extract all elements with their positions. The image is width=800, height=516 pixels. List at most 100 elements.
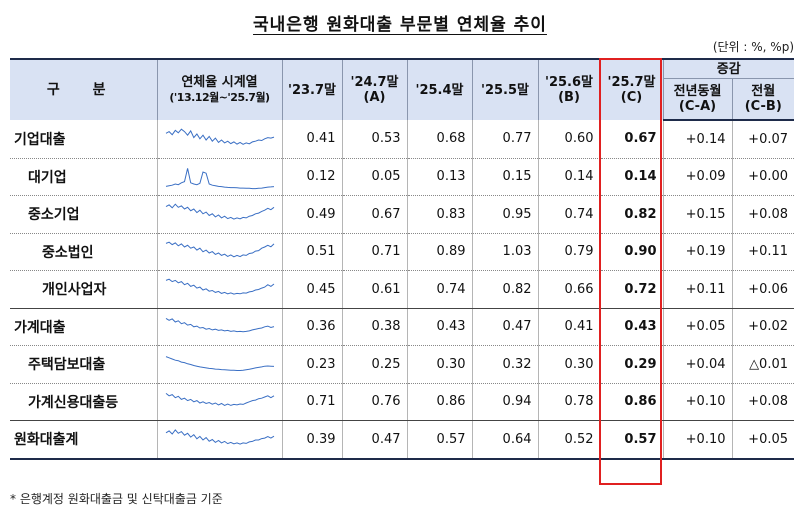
sparkline-svg	[165, 278, 274, 295]
table-row: 가계신용대출등 0.71 0.76 0.86 0.94 0.78 0.86 +0.10 +0.0…	[10, 383, 795, 421]
sparkline-line	[165, 241, 274, 258]
mom-change-cell: +0.07	[731, 120, 795, 159]
value-cell: 0.79	[537, 233, 601, 271]
delinquency-table: 구 분 연체율 시계열 ('13.12월~'25.7월) '23.7말 '24.…	[10, 58, 795, 460]
value-cell: 0.77	[471, 120, 539, 159]
header-col-2507: '25.7말 (C)	[599, 58, 664, 120]
mom-change-cell: +0.08	[731, 383, 795, 421]
sparkline-svg	[165, 128, 274, 145]
value-cell: 0.82	[471, 270, 539, 309]
value-cell: 0.57	[599, 420, 664, 460]
table-row: 개인사업자 0.45 0.61 0.74 0.82 0.66 0.72 +0.11 +0.06	[10, 270, 795, 309]
header-col-2407: '24.7말 (A)	[341, 58, 408, 120]
trend-sparkline	[156, 345, 283, 384]
table-row: 중소법인 0.51 0.71 0.89 1.03 0.79 0.90 +0.19 +0.11	[10, 233, 795, 271]
value-cell: 0.67	[341, 195, 408, 234]
header-col-2504: '25.4말	[406, 58, 473, 120]
mom-change-cell: +0.06	[731, 270, 795, 309]
table-row: 기업대출 0.41 0.53 0.68 0.77 0.60 0.67 +0.14 +0.07	[10, 120, 795, 159]
sparkline-line	[165, 429, 274, 445]
trend-sparkline	[156, 383, 283, 421]
trend-sparkline	[156, 195, 283, 234]
header-col-2307: '23.7말	[281, 58, 343, 120]
value-cell: 0.14	[599, 158, 664, 196]
sparkline-line	[165, 317, 274, 333]
value-cell: 0.67	[599, 120, 664, 159]
header-mom: 전월 (C-B)	[731, 78, 795, 121]
value-cell: 0.86	[599, 383, 664, 421]
value-cell: 0.15	[471, 158, 539, 196]
value-cell: 0.05	[341, 158, 408, 196]
value-cell: 0.83	[406, 195, 473, 234]
value-cell: 0.25	[341, 345, 408, 384]
value-cell: 0.38	[341, 308, 408, 346]
value-cell: 0.41	[281, 120, 343, 159]
value-cell: 0.43	[599, 308, 664, 346]
value-cell: 0.30	[537, 345, 601, 384]
header-change: 증감	[662, 58, 795, 79]
sparkline-line	[165, 392, 274, 406]
value-cell: 0.78	[537, 383, 601, 421]
yoy-change-cell: +0.10	[662, 420, 733, 460]
sparkline-line	[165, 356, 274, 372]
value-cell: 0.60	[537, 120, 601, 159]
sparkline-line	[165, 168, 274, 189]
value-cell: 0.14	[537, 158, 601, 196]
yoy-change-cell: +0.04	[662, 345, 733, 384]
header-category: 구 분	[10, 58, 158, 120]
sparkline-line	[165, 203, 274, 220]
row-label: 원화대출계	[10, 420, 158, 460]
header-yoy: 전년동월 (C-A)	[662, 78, 733, 121]
value-cell: 0.49	[281, 195, 343, 234]
table-row: 대기업 0.12 0.05 0.13 0.15 0.14 0.14 +0.09 +0.00	[10, 158, 795, 196]
header-series: 연체율 시계열 ('13.12월~'25.7월)	[156, 58, 283, 120]
row-label: 개인사업자	[10, 270, 158, 309]
sparkline-svg	[165, 168, 274, 189]
value-cell: 0.66	[537, 270, 601, 309]
sparkline-svg	[165, 241, 274, 258]
mom-change-cell: +0.05	[731, 420, 795, 460]
sparkline-svg	[165, 317, 274, 333]
sparkline-svg	[165, 356, 274, 372]
mom-change-cell: +0.02	[731, 308, 795, 346]
yoy-change-cell: +0.09	[662, 158, 733, 196]
value-cell: 0.47	[471, 308, 539, 346]
value-cell: 0.53	[341, 120, 408, 159]
value-cell: 0.57	[406, 420, 473, 460]
value-cell: 0.86	[406, 383, 473, 421]
sparkline-line	[165, 128, 274, 145]
yoy-change-cell: +0.05	[662, 308, 733, 346]
row-label: 중소법인	[10, 233, 158, 271]
value-cell: 0.72	[599, 270, 664, 309]
sparkline-svg	[165, 429, 274, 445]
value-cell: 0.32	[471, 345, 539, 384]
trend-sparkline	[156, 270, 283, 309]
header-col-2506: '25.6말 (B)	[537, 58, 601, 120]
yoy-change-cell: +0.10	[662, 383, 733, 421]
trend-sparkline	[156, 233, 283, 271]
yoy-change-cell: +0.19	[662, 233, 733, 271]
row-label: 가계신용대출등	[10, 383, 158, 421]
value-cell: 0.41	[537, 308, 601, 346]
value-cell: 0.12	[281, 158, 343, 196]
footnote: * 은행계정 원화대출금 및 신탁대출금 기준	[10, 492, 223, 506]
value-cell: 0.29	[599, 345, 664, 384]
value-cell: 0.23	[281, 345, 343, 384]
value-cell: 0.45	[281, 270, 343, 309]
mom-change-cell: +0.00	[731, 158, 795, 196]
yoy-change-cell: +0.11	[662, 270, 733, 309]
value-cell: 0.51	[281, 233, 343, 271]
value-cell: 0.71	[341, 233, 408, 271]
row-label: 중소기업	[10, 195, 158, 234]
value-cell: 0.76	[341, 383, 408, 421]
trend-sparkline	[156, 420, 283, 460]
value-cell: 0.74	[406, 270, 473, 309]
row-label: 주택담보대출	[10, 345, 158, 384]
row-label: 가계대출	[10, 308, 158, 346]
row-label: 대기업	[10, 158, 158, 196]
value-cell: 0.47	[341, 420, 408, 460]
mom-change-cell: +0.11	[731, 233, 795, 271]
value-cell: 0.89	[406, 233, 473, 271]
trend-sparkline	[156, 308, 283, 346]
mom-change-cell: △0.01	[731, 345, 795, 384]
